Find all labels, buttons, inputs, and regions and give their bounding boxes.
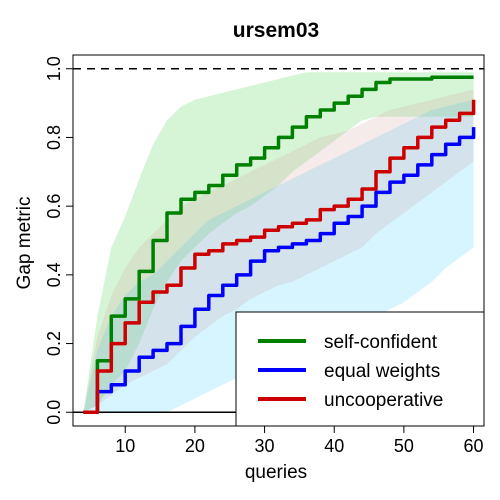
x-tick-label: 50 xyxy=(394,436,414,456)
x-tick-label: 40 xyxy=(324,436,344,456)
x-axis-title: queries xyxy=(245,462,307,483)
y-tick-label: 0.2 xyxy=(44,331,64,356)
series-line-1 xyxy=(83,127,476,415)
x-tick-label: 60 xyxy=(464,436,484,456)
legend-label-1: equal weights xyxy=(324,361,440,382)
series-line-2 xyxy=(83,99,476,415)
y-tick-label: 0.6 xyxy=(44,194,64,219)
legend: self-confident equal weights uncooperative xyxy=(235,311,485,427)
y-tick-label: 0.0 xyxy=(44,400,64,425)
series-line-0 xyxy=(83,75,474,415)
x-tick-label: 30 xyxy=(255,436,275,456)
y-tick-label: 0.8 xyxy=(44,125,64,150)
legend-label-0: self-confident xyxy=(324,332,438,353)
chart-title: ursem03 xyxy=(233,19,319,42)
y-tick-label: 1.0 xyxy=(44,56,64,81)
x-axis: 10 20 30 40 50 60 xyxy=(115,426,484,456)
x-tick-label: 20 xyxy=(185,436,205,456)
y-axis: 0.0 0.2 0.4 0.6 0.8 1.0 xyxy=(44,56,73,425)
x-tick-label: 10 xyxy=(115,436,135,456)
y-axis-title: Gap metric xyxy=(14,197,35,290)
y-tick-label: 0.4 xyxy=(44,262,64,287)
series-lines xyxy=(83,75,476,415)
band-series-0 xyxy=(83,72,474,413)
legend-label-2: uncooperative xyxy=(324,390,443,411)
